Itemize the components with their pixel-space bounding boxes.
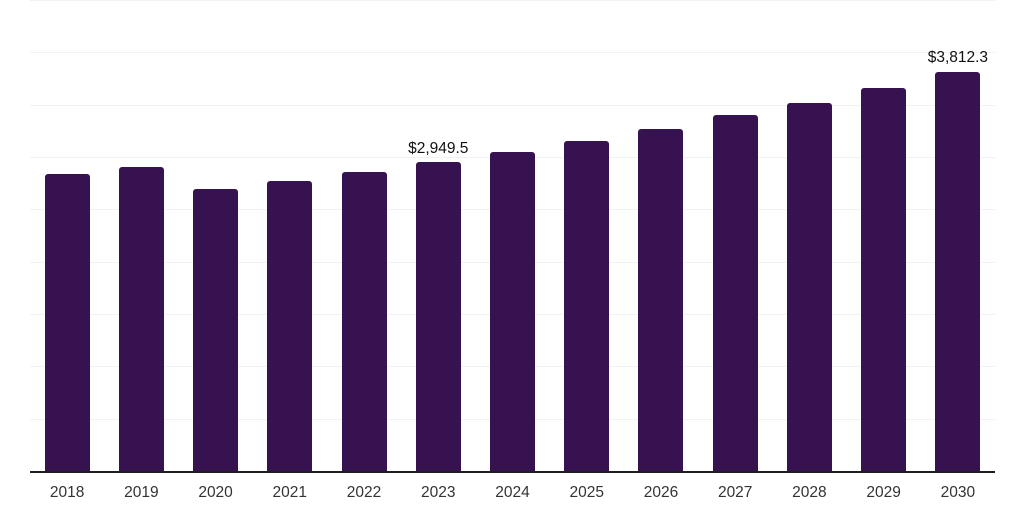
x-tick-label-2020: 2020 bbox=[198, 484, 233, 501]
bar-2030 bbox=[935, 71, 981, 471]
bar-2020 bbox=[193, 189, 239, 471]
gridline-3500 bbox=[30, 104, 995, 106]
bar-2019 bbox=[118, 166, 164, 471]
bar-2028 bbox=[786, 102, 832, 471]
x-tick-label-2025: 2025 bbox=[569, 484, 604, 501]
x-axis-labels: 2018 2019 2020 2021 2022 2023 2024 2025 2026 2027… bbox=[30, 485, 995, 505]
x-tick-label-2022: 2022 bbox=[346, 484, 382, 501]
value-label-2030: $3,812.3 bbox=[927, 49, 989, 67]
bar-2021 bbox=[267, 180, 313, 471]
bar-2023 bbox=[415, 162, 461, 471]
bar-2025 bbox=[564, 141, 610, 471]
bar-2024 bbox=[490, 152, 535, 471]
x-tick-label-2024: 2024 bbox=[495, 484, 530, 501]
chart-plot-area: $2,949.5 $3,812.3 bbox=[30, 0, 995, 473]
bar-2029 bbox=[861, 88, 907, 471]
x-tick-label-2029: 2029 bbox=[866, 484, 901, 501]
x-tick-label-2021: 2021 bbox=[272, 484, 308, 501]
x-tick-label-2023: 2023 bbox=[421, 484, 456, 501]
value-label-2023: $2,949.5 bbox=[408, 139, 469, 157]
x-tick-label-2027: 2027 bbox=[717, 484, 753, 501]
bar-2026 bbox=[638, 129, 684, 471]
bar-2027 bbox=[712, 115, 758, 471]
x-tick-label-2028: 2028 bbox=[792, 484, 827, 501]
gridline-4500 bbox=[30, 0, 995, 1]
gridline-4000 bbox=[30, 52, 995, 54]
x-tick-label-2019: 2019 bbox=[124, 484, 159, 501]
x-tick-label-2018: 2018 bbox=[49, 484, 85, 501]
bar-2018 bbox=[44, 174, 90, 471]
x-tick-label-2026: 2026 bbox=[643, 484, 679, 501]
x-tick-label-2030: 2030 bbox=[940, 484, 976, 501]
bar-2022 bbox=[341, 172, 387, 471]
